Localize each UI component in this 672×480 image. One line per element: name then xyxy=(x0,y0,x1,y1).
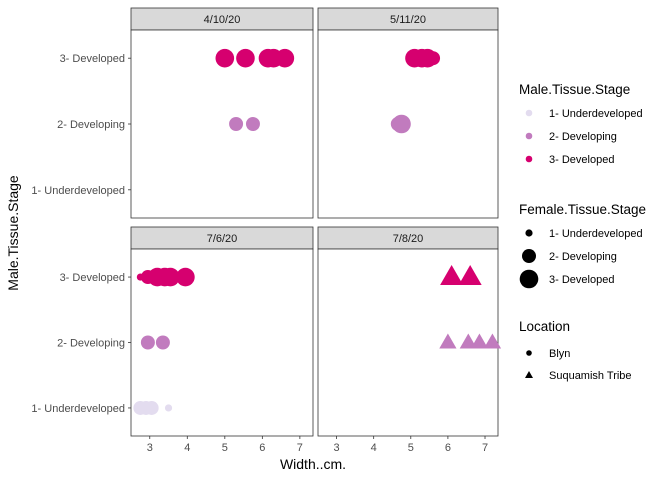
data-point-circle xyxy=(392,114,411,134)
legend-label: 1- Underdeveloped xyxy=(549,228,643,240)
panels-layer: 4/10/20 5/11/20 7/6/20 7/8/20 xyxy=(130,7,502,437)
legend-label: 2- Developing xyxy=(549,131,617,143)
y-tick-label: 2- Developing xyxy=(57,338,125,350)
legend-title: Female.Tissue.Stage xyxy=(519,202,646,217)
legend-key-size xyxy=(525,229,533,237)
facet-title: 7/6/20 xyxy=(207,233,238,245)
data-point-circle xyxy=(426,51,441,66)
data-point-circle xyxy=(161,267,180,287)
legend-group: Female.Tissue.Stage 1- Underdeveloped 2- D… xyxy=(519,202,646,289)
legend-title: Male.Tissue.Stage xyxy=(519,82,630,97)
legend-key-size xyxy=(519,269,539,289)
x-tick-label: 7 xyxy=(297,442,303,454)
data-point-circle xyxy=(215,48,235,68)
y-axis: 1- Underdeveloped 2- Developing 3- Develop… xyxy=(31,53,131,415)
x-tick-label: 3 xyxy=(333,442,339,454)
y-tick-label: 2- Developing xyxy=(57,119,125,131)
facet-panel: 4/10/20 xyxy=(130,7,314,219)
data-point-circle xyxy=(229,117,244,131)
legend-key-circle xyxy=(526,350,532,356)
x-tick-label: 4 xyxy=(371,442,377,454)
legend-group: Male.Tissue.Stage 1- Underdeveloped 2- Dev… xyxy=(519,82,643,166)
legend-label: 2- Developing xyxy=(549,251,617,263)
data-point-circle xyxy=(176,267,195,287)
data-point-circle xyxy=(164,404,173,412)
data-point-circle xyxy=(144,400,159,415)
legend-key-color xyxy=(525,155,533,163)
points-group xyxy=(439,265,502,349)
data-point-triangle xyxy=(483,333,502,349)
y-tick-label: 3- Developed xyxy=(60,272,125,284)
x-tick-label: 5 xyxy=(408,442,414,454)
legend-label: 3- Developed xyxy=(549,154,614,166)
x-axis-title: Width..cm. xyxy=(280,456,346,472)
legend-key-triangle xyxy=(525,371,533,378)
data-point-circle xyxy=(155,335,170,350)
legend-key-color xyxy=(525,132,533,140)
y-tick-label: 1- Underdeveloped xyxy=(31,403,125,415)
legend-label: 3- Developed xyxy=(549,274,614,286)
x-tick-label: 4 xyxy=(184,442,190,454)
x-tick-label: 6 xyxy=(445,442,451,454)
facet-panel: 7/8/20 xyxy=(317,226,502,437)
points-group xyxy=(133,267,195,415)
x-tick-label: 3 xyxy=(147,442,153,454)
legend-key-size xyxy=(522,249,536,263)
y-axis-title: Male.Tissue.Stage xyxy=(5,175,21,291)
data-point-triangle xyxy=(459,333,477,349)
data-point-circle xyxy=(236,48,255,68)
facet-title: 4/10/20 xyxy=(204,14,241,26)
facet-panel: 5/11/20 xyxy=(317,7,499,219)
x-tick-label: 6 xyxy=(259,442,265,454)
x-tick-label: 5 xyxy=(222,442,228,454)
y-tick-label: 3- Developed xyxy=(60,53,125,65)
legend-label: Suquamish Tribe xyxy=(549,370,632,382)
points-group xyxy=(215,48,295,131)
legend-key-color xyxy=(525,109,533,117)
data-point-triangle xyxy=(439,333,457,349)
y-tick-label: 1- Underdeveloped xyxy=(31,185,125,197)
legend-group: Location Blyn Suquamish Tribe xyxy=(519,319,632,382)
facet-title: 5/11/20 xyxy=(390,14,426,26)
points-group xyxy=(390,48,441,134)
x-axis: 3 4 5 6 7 3 4 5 6 7 xyxy=(147,436,488,454)
data-point-triangle xyxy=(470,333,489,349)
data-point-circle xyxy=(245,117,260,131)
data-point-circle xyxy=(275,48,295,68)
legend-title: Location xyxy=(519,319,570,334)
data-point-triangle xyxy=(458,265,482,286)
legend-label: Blyn xyxy=(549,348,570,360)
facet-title: 7/8/20 xyxy=(393,233,424,245)
x-tick-label: 7 xyxy=(482,442,488,454)
facet-panel: 7/6/20 xyxy=(130,226,314,437)
data-point-circle xyxy=(140,335,155,350)
legend-label: 1- Underdeveloped xyxy=(549,108,643,120)
data-point-triangle xyxy=(440,265,464,286)
legends: Male.Tissue.Stage 1- Underdeveloped 2- Dev… xyxy=(519,82,646,382)
